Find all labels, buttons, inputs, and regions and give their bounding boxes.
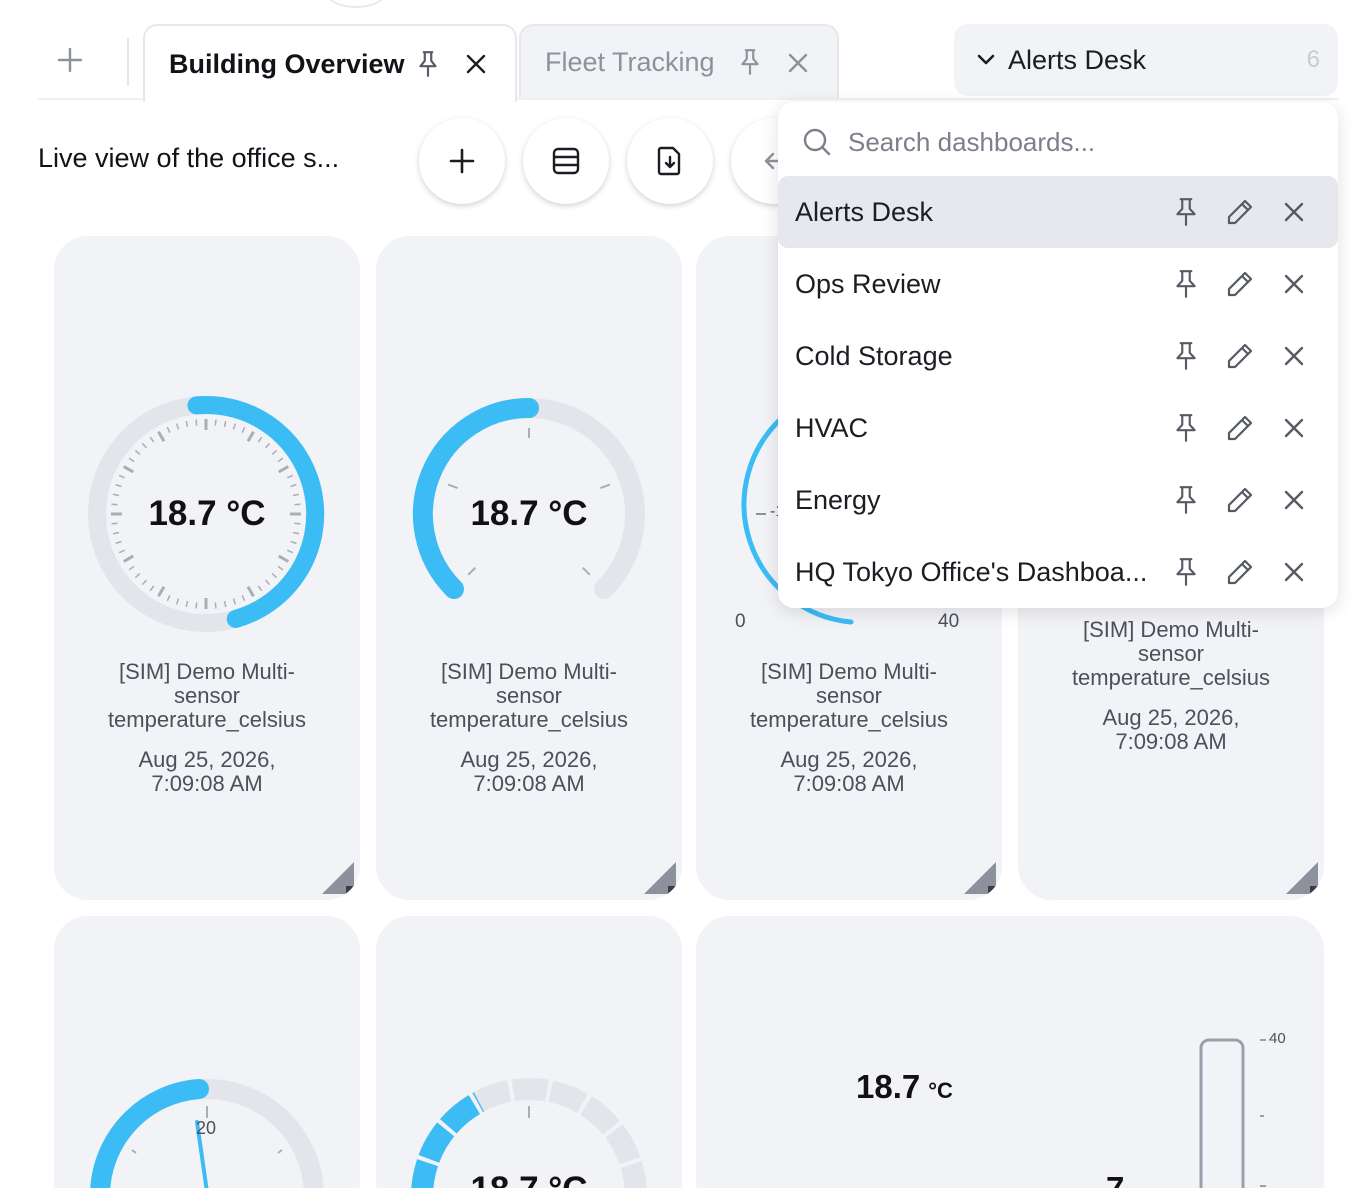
- resize-handle-icon[interactable]: [1284, 860, 1320, 896]
- needle-gauge: [90, 1079, 324, 1188]
- import-button[interactable]: [627, 118, 713, 204]
- resize-handle-icon[interactable]: [962, 860, 998, 896]
- close-icon[interactable]: [1276, 482, 1312, 518]
- layout-rows-icon: [552, 147, 580, 175]
- dashboard-item[interactable]: Energy: [778, 464, 1338, 536]
- close-icon[interactable]: [787, 52, 809, 74]
- dashboard-search: [802, 120, 1308, 164]
- tab-label: Fleet Tracking: [545, 46, 715, 77]
- pin-icon[interactable]: [1168, 410, 1204, 446]
- dashboard-item-label: Alerts Desk: [795, 196, 934, 227]
- chevron-down-icon: [977, 54, 995, 65]
- widget-radial-gauge-ticks[interactable]: 18.7 °C [SIM] Demo Multi-sensor temperatu…: [54, 236, 360, 900]
- dashboard-dropdown: Alerts Desk Ops Review Cold Storage HVAC Ene…: [778, 102, 1338, 608]
- scale-max-label: 40: [938, 611, 960, 632]
- dashboard-item-label: Ops Review: [795, 268, 941, 299]
- dashboard-item-label: HVAC: [795, 412, 869, 443]
- close-icon[interactable]: [1276, 410, 1312, 446]
- edit-icon[interactable]: [1222, 410, 1258, 446]
- pin-icon[interactable]: [1168, 482, 1204, 518]
- widget-timestamp: Aug 25, 2026, 7:09:08 AM: [138, 747, 276, 796]
- tab-bar: Building Overview Fleet Tracking Alerts …: [0, 0, 1370, 102]
- tab-building-overview[interactable]: Building Overview: [143, 24, 517, 102]
- widget-name: [SIM] Demo Multi-sensor temperature_celsi…: [429, 659, 629, 732]
- dashboard-item[interactable]: Alerts Desk: [778, 176, 1338, 248]
- close-icon[interactable]: [465, 53, 487, 75]
- search-input[interactable]: [848, 126, 1308, 158]
- widget-name: [SIM] Demo Multi-sensor temperature_celsi…: [1071, 617, 1271, 690]
- dashboard-count: 6: [1306, 46, 1320, 73]
- tab-bar-divider: [38, 98, 1338, 100]
- resize-handle-icon[interactable]: [320, 860, 356, 896]
- pin-icon[interactable]: [415, 50, 441, 78]
- widget-timestamp: Aug 25, 2026, 7:09:08 AM: [1102, 705, 1240, 754]
- close-icon[interactable]: [1276, 266, 1312, 302]
- pin-icon[interactable]: [1168, 266, 1204, 302]
- layout-button[interactable]: [523, 118, 609, 204]
- widget-needle-gauge[interactable]: 20: [54, 916, 360, 1188]
- file-download-icon: [657, 146, 681, 176]
- close-icon[interactable]: [1276, 554, 1312, 590]
- widget-value: 18.7 °C: [376, 1170, 682, 1188]
- search-icon: [803, 128, 831, 156]
- dashboard-switcher-label: Alerts Desk: [1008, 44, 1147, 75]
- widget-thermometer[interactable]: 18.7 °C 7 40: [696, 916, 1324, 1188]
- dashboard-item[interactable]: Ops Review: [778, 248, 1338, 320]
- radial-gauge: [88, 395, 325, 632]
- edit-icon[interactable]: [1222, 554, 1258, 590]
- resize-handle-icon[interactable]: [642, 860, 678, 896]
- dashboard-item-label: HQ Tokyo Office's Dashboa...: [795, 556, 1148, 587]
- plus-icon: [57, 47, 83, 73]
- widget-segment-gauge[interactable]: 18.7 °C: [376, 916, 682, 1188]
- widget-timestamp: Aug 25, 2026, 7:09:08 AM: [780, 747, 918, 796]
- widget-value: 18.7 °C: [856, 1068, 953, 1105]
- widget-arc-gauge[interactable]: 18.7 °C [SIM] Demo Multi-sensor temperatu…: [376, 236, 682, 900]
- edit-icon[interactable]: [1222, 482, 1258, 518]
- edit-icon[interactable]: [1222, 266, 1258, 302]
- scale-min-label: 0: [735, 611, 746, 632]
- arc-gauge: [412, 398, 645, 599]
- close-icon[interactable]: [1276, 338, 1312, 374]
- widget-timestamp: Aug 25, 2026, 7:09:08 AM: [460, 747, 598, 796]
- tab-fleet-tracking[interactable]: Fleet Tracking: [519, 24, 839, 98]
- widget-value: 18.7 °C: [148, 494, 266, 533]
- thermo-max-label: 40: [1269, 1030, 1286, 1047]
- dashboard-item[interactable]: Cold Storage: [778, 320, 1338, 392]
- top-handle: [326, 0, 386, 8]
- edit-icon[interactable]: [1222, 194, 1258, 230]
- dashboard-item[interactable]: HVAC: [778, 392, 1338, 464]
- scale-gauge: [741, 413, 854, 625]
- dashboard-item[interactable]: HQ Tokyo Office's Dashboa...: [778, 536, 1338, 608]
- widget-value-partial: 7: [1106, 1170, 1124, 1188]
- new-tab-button[interactable]: [44, 38, 96, 82]
- scale-mid-label: 20: [196, 1118, 217, 1138]
- close-icon[interactable]: [1276, 194, 1312, 230]
- plus-icon: [449, 148, 475, 174]
- dashboard-switcher-button[interactable]: Alerts Desk 6: [954, 24, 1338, 96]
- widget-name: [SIM] Demo Multi-sensor temperature_celsi…: [107, 659, 307, 732]
- widget-value: 18.7 °C: [470, 494, 588, 533]
- segment-gauge: [411, 1078, 647, 1188]
- add-widget-button[interactable]: [419, 118, 505, 204]
- dashboard-item-label: Cold Storage: [795, 340, 953, 371]
- widget-name: [SIM] Demo Multi-sensor temperature_celsi…: [749, 659, 949, 732]
- pin-icon[interactable]: [1168, 554, 1204, 590]
- thermometer-icon: [1199, 1038, 1266, 1188]
- tab-separator: [127, 38, 129, 86]
- tab-label: Building Overview: [169, 48, 405, 79]
- dashboard-item-label: Energy: [795, 484, 881, 515]
- pin-icon[interactable]: [737, 48, 763, 76]
- pin-icon[interactable]: [1168, 338, 1204, 374]
- pin-icon[interactable]: [1168, 194, 1204, 230]
- edit-icon[interactable]: [1222, 338, 1258, 374]
- dashboard-subtitle: Live view of the office s...: [38, 143, 340, 173]
